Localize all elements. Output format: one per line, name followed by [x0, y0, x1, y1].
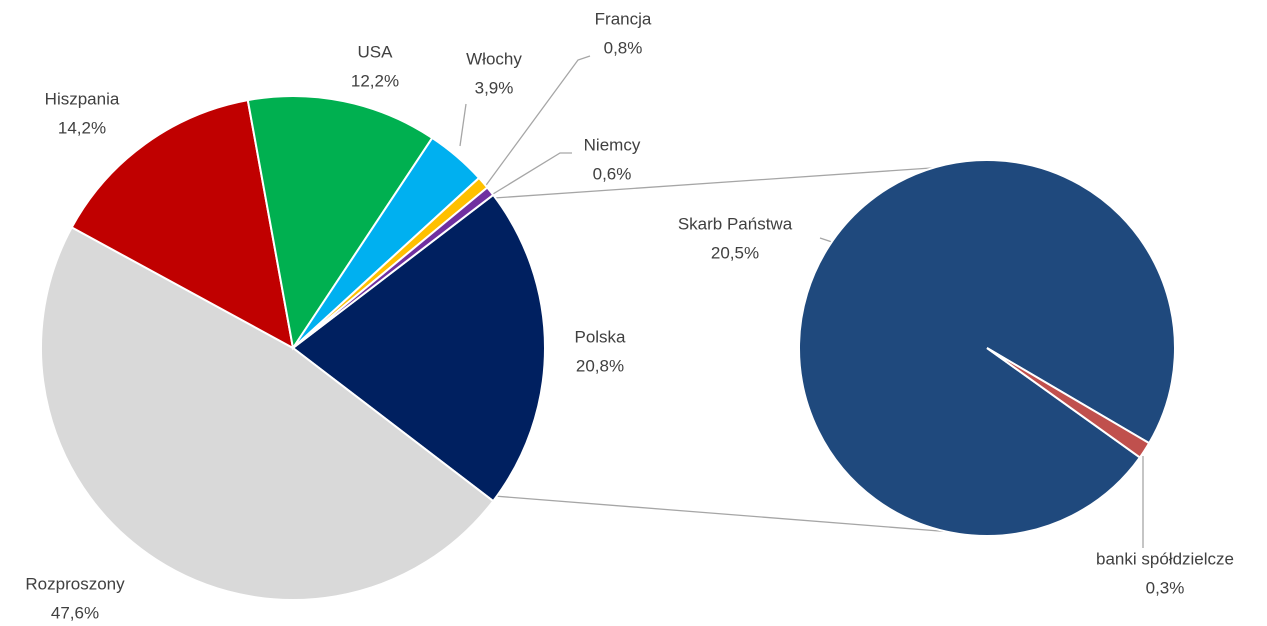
value-label: 0,3% [1146, 578, 1185, 597]
value-label: 12,2% [351, 71, 399, 90]
pie-slice [986, 347, 1151, 459]
slice-label: Hiszpania [45, 89, 120, 108]
leader-lines [459, 55, 1144, 548]
value-label: 20,5% [711, 243, 759, 262]
value-label: 14,2% [58, 118, 106, 137]
leader-line [819, 237, 833, 243]
value-label: 20,8% [576, 356, 624, 375]
slice-label: banki spółdzielcze [1096, 549, 1234, 568]
pie-slice [70, 98, 295, 350]
slice-label: Rozproszony [25, 574, 125, 593]
leader-line [483, 55, 591, 189]
leader-line [459, 103, 467, 147]
value-label: 0,6% [593, 164, 632, 183]
slice-label: Francja [595, 9, 652, 28]
slice-label: Skarb Państwa [678, 214, 793, 233]
slice-label: USA [358, 42, 394, 61]
pie-slice [246, 95, 434, 351]
value-label: 47,6% [51, 603, 99, 622]
slice-label: Niemcy [584, 135, 641, 154]
value-label: 3,9% [475, 78, 514, 97]
pie-slice [40, 226, 495, 601]
connector-line [493, 495, 953, 533]
value-label: 0,8% [604, 38, 643, 57]
pie-slice [291, 193, 546, 503]
pie-slice [292, 186, 495, 349]
slice-label: Polska [574, 327, 626, 346]
leader-line [492, 152, 572, 195]
connector-line [493, 165, 961, 199]
slice-label: Włochy [466, 49, 522, 68]
